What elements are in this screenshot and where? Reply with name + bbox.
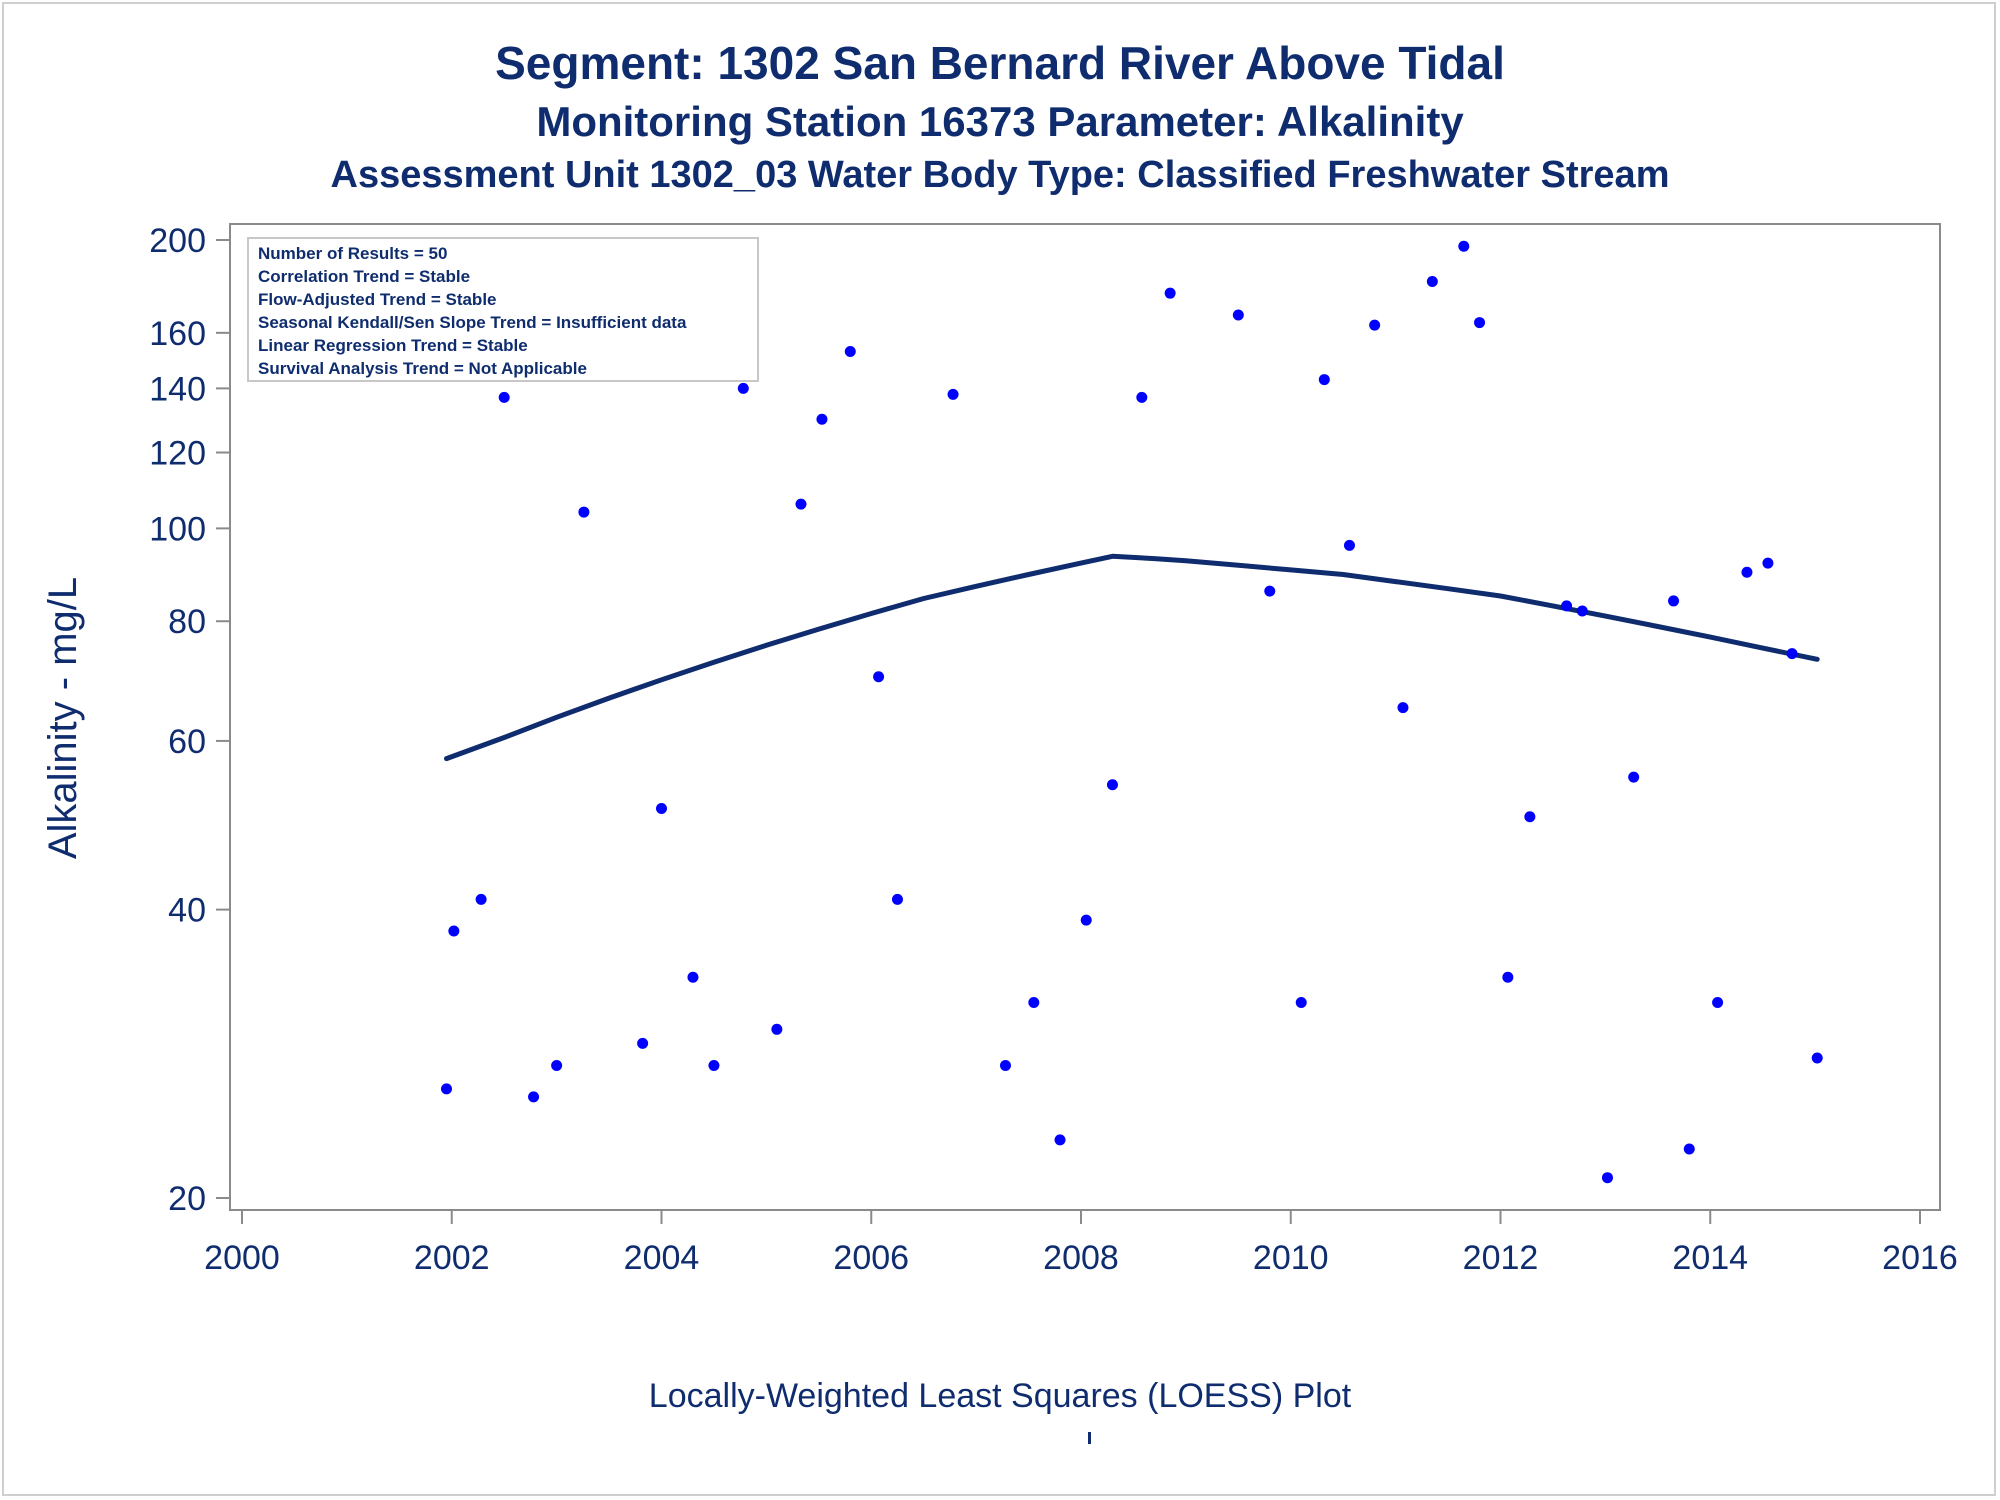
data-point (873, 671, 885, 683)
x-tick-label: 2016 (1882, 1239, 1958, 1277)
data-point (816, 413, 828, 425)
data-point (637, 1037, 649, 1049)
data-point (656, 803, 667, 815)
data-point (1576, 605, 1588, 617)
data-point (1474, 317, 1486, 329)
data-point (947, 388, 959, 400)
data-point (1295, 996, 1307, 1008)
data-point (1683, 1143, 1695, 1155)
data-point (844, 345, 856, 357)
x-tick-label: 2008 (1043, 1239, 1119, 1277)
x-tick-label: 2002 (414, 1239, 490, 1277)
data-point (1080, 914, 1092, 926)
data-point (1106, 779, 1118, 791)
data-point (528, 1091, 540, 1103)
y-tick-label: 200 (149, 222, 206, 260)
data-point (1318, 374, 1330, 386)
stats-box-line: Linear Regression Trend = Stable (258, 336, 528, 355)
data-point (1786, 648, 1798, 660)
y-tick-label: 140 (149, 370, 206, 408)
y-tick-label: 80 (168, 603, 206, 641)
data-point (475, 893, 487, 905)
data-point (1502, 971, 1514, 983)
x-tick-label: 2000 (204, 1239, 280, 1277)
data-point (1054, 1134, 1066, 1146)
data-point (551, 1060, 563, 1072)
data-point (1232, 309, 1244, 321)
x-tick-label: 2006 (833, 1239, 909, 1277)
data-point (737, 382, 749, 394)
chart-title-station: Monitoring Station 16373 Parameter: Alka… (536, 98, 1464, 145)
data-point (708, 1060, 720, 1072)
y-tick-label: 40 (168, 892, 206, 930)
y-tick-label: 160 (149, 315, 206, 353)
y-tick-label: 120 (149, 435, 206, 473)
stats-box-line: Flow-Adjusted Trend = Stable (258, 290, 497, 309)
data-point (1668, 595, 1680, 607)
stats-box (247, 237, 759, 382)
loess-curve (444, 553, 1820, 762)
data-point (1741, 566, 1753, 578)
data-point (1458, 240, 1470, 252)
data-point (1264, 585, 1276, 597)
chart-title-assessment: Assessment Unit 1302_03 Water Body Type:… (330, 154, 1670, 196)
data-point (1524, 811, 1536, 823)
y-axis-label: Alkalinity - mg/L (41, 577, 85, 859)
data-point (1343, 539, 1355, 551)
stats-box-line: Correlation Trend = Stable (258, 267, 470, 286)
x-tick-label: 2004 (624, 1239, 700, 1277)
data-point (1628, 771, 1640, 783)
data-point (687, 971, 699, 983)
y-tick-label: 20 (168, 1180, 206, 1218)
data-point (441, 1083, 453, 1095)
data-point (1762, 557, 1774, 569)
data-point (1811, 1052, 1823, 1064)
data-point (1369, 319, 1381, 331)
data-point (1601, 1172, 1613, 1184)
x-tick-label: 2012 (1463, 1239, 1539, 1277)
data-point (1426, 276, 1438, 288)
loess-plot-caption: Locally-Weighted Least Squares (LOESS) P… (648, 1377, 1352, 1415)
data-point (448, 925, 460, 937)
data-point (498, 391, 510, 403)
stats-box-line: Survival Analysis Trend = Not Applicable (258, 359, 587, 378)
y-tick-label: 60 (168, 723, 206, 761)
chart-title-segment: Segment: 1302 San Bernard River Above Ti… (495, 37, 1505, 89)
data-point (578, 506, 590, 518)
data-point (1136, 391, 1148, 403)
stats-box-line: Seasonal Kendall/Sen Slope Trend = Insuf… (258, 313, 687, 332)
y-tick-label: 100 (149, 510, 206, 548)
stats-box-line: Number of Results = 50 (258, 244, 447, 263)
data-point (771, 1023, 783, 1035)
data-point (1397, 702, 1409, 714)
x-tick-label: 2014 (1672, 1239, 1748, 1277)
data-point (999, 1060, 1011, 1072)
footer-tick-mark (1088, 1432, 1091, 1444)
data-point (1028, 996, 1040, 1008)
data-point (795, 498, 807, 510)
data-point (1712, 996, 1724, 1008)
plot-area-border (229, 223, 1941, 1211)
data-point (1561, 600, 1573, 612)
data-point (891, 893, 903, 905)
data-point (1164, 287, 1176, 299)
x-tick-label: 2010 (1253, 1239, 1329, 1277)
